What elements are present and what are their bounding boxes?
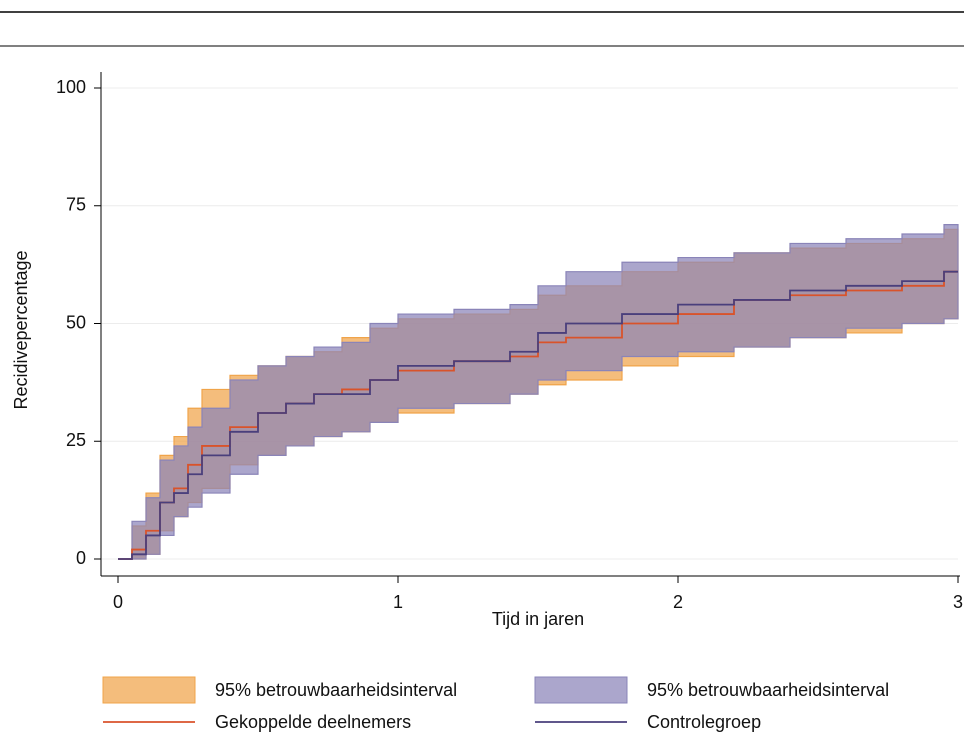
x-axis-label: Tijd in jaren [492,609,584,629]
y-tick-label: 75 [66,195,86,215]
x-tick-label: 2 [673,592,683,612]
legend-swatch [534,676,628,704]
survival-line [118,270,958,560]
y-tick-label: 100 [56,77,86,97]
legend-label: Gekoppelde deelnemers [215,712,411,732]
y-axis-label: Recidivepercentage [11,250,31,409]
x-tick-label: 0 [113,592,123,612]
legend-label: 95% betrouwbaarheidsinterval [215,680,457,700]
y-tick-label: 50 [66,312,86,332]
confidence-band [118,223,959,560]
y-tick-label: 25 [66,430,86,450]
legend-label: 95% betrouwbaarheidsinterval [647,680,889,700]
legend-swatch [102,676,196,704]
y-tick-label: 0 [76,548,86,568]
legend-label: Controlegroep [647,712,761,732]
x-tick-label: 1 [393,592,403,612]
x-tick-label: 3 [953,592,963,612]
